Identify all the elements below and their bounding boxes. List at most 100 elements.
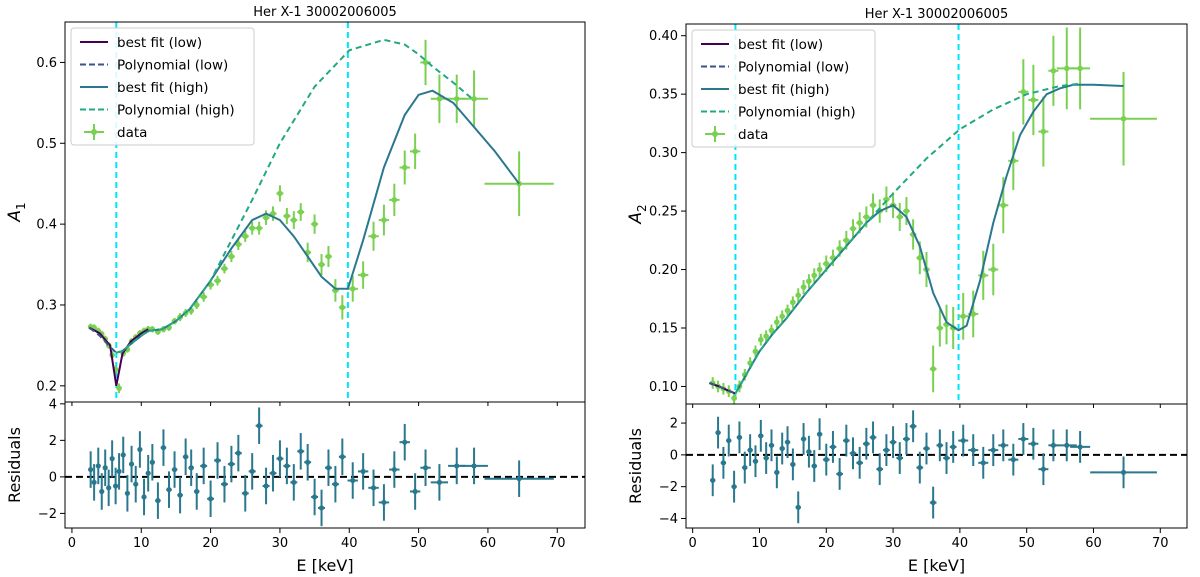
residual-point — [391, 466, 397, 473]
data-point — [381, 217, 387, 223]
residual-tick-label: −2 — [38, 507, 57, 522]
data-point — [1050, 67, 1057, 74]
residual-point — [990, 447, 996, 453]
data-point — [930, 366, 936, 372]
residual-point — [1040, 466, 1046, 472]
residual-point — [937, 442, 943, 448]
data-point — [990, 266, 997, 273]
residual-point — [291, 479, 297, 485]
data-point — [758, 336, 764, 343]
residual-point — [221, 481, 228, 487]
residual-point — [1077, 444, 1083, 450]
data-point — [784, 307, 791, 314]
x-tick-label: 60 — [1085, 536, 1102, 551]
residual-point — [91, 479, 97, 485]
y-tick-label: 0.4 — [36, 218, 57, 233]
data-point — [779, 313, 785, 320]
residual-point — [980, 460, 986, 466]
residual-point — [120, 452, 126, 458]
y-tick-label: 0.15 — [649, 322, 678, 337]
residual-point — [102, 465, 108, 471]
legend: best fit (low) Polynomial (low) best fit (… — [691, 29, 876, 148]
residual-point — [830, 444, 836, 450]
data-point — [325, 253, 332, 260]
data-point — [453, 96, 460, 102]
y-tick-label: 0.2 — [36, 379, 57, 394]
data-point — [731, 395, 737, 401]
upper-plot-area — [709, 27, 1157, 404]
data-point — [768, 327, 775, 334]
residual-point — [116, 468, 122, 474]
legend-label: Polynomial (low) — [738, 60, 849, 76]
data-point — [193, 302, 200, 308]
x-tick-label: 50 — [1018, 536, 1035, 551]
x-tick-label: 10 — [133, 536, 150, 551]
residual-tick-label: 2 — [49, 434, 57, 449]
residual-point — [857, 460, 863, 466]
residual-point — [160, 445, 167, 451]
x-tick-label: 50 — [410, 536, 427, 551]
residual-axes-frame — [685, 403, 1188, 529]
residual-plot-area — [686, 410, 1187, 524]
series-line-best-fit-low — [88, 326, 149, 386]
residual-point — [270, 470, 276, 476]
residual-point — [747, 447, 753, 453]
residual-point — [790, 461, 796, 468]
data-point — [249, 225, 255, 231]
residual-point — [516, 476, 522, 482]
residual-point — [910, 423, 916, 429]
residual-point — [183, 454, 189, 460]
residual-point — [137, 446, 143, 453]
data-point — [1077, 65, 1083, 72]
residual-point — [312, 494, 318, 500]
data-point — [256, 225, 262, 231]
residual-axis-label: Residuals — [5, 427, 24, 503]
residual-point — [960, 437, 966, 444]
residual-point — [208, 496, 214, 502]
data-point — [263, 214, 269, 221]
residual-point — [877, 466, 883, 472]
y-axis-label-subscript: 1 — [14, 202, 28, 210]
data-point — [228, 253, 235, 260]
data-point — [1063, 65, 1070, 72]
residual-point — [897, 455, 903, 461]
residual-point — [917, 464, 923, 471]
residual-point — [811, 463, 817, 469]
residual-point — [768, 442, 775, 448]
residual-point — [779, 445, 785, 452]
y-axis-label: A1 — [5, 202, 28, 222]
residual-point — [742, 464, 748, 471]
y-axis-label: A2 — [626, 204, 649, 224]
x-tick-label: 70 — [1152, 536, 1169, 551]
residual-point — [710, 477, 716, 483]
x-tick-label: 30 — [885, 536, 902, 551]
legend-label: Polynomial (low) — [117, 58, 228, 74]
data-point — [412, 148, 418, 155]
residual-point — [263, 483, 269, 489]
residual-point — [305, 459, 311, 465]
residual-tick-label: 0 — [670, 448, 678, 463]
data-point — [214, 277, 221, 284]
residual-point — [752, 458, 759, 464]
residual-point — [720, 460, 727, 466]
data-point — [806, 278, 812, 285]
series-line-polynomial-high — [734, 82, 1081, 394]
legend-label: Polynomial (high) — [738, 105, 856, 121]
residual-point — [256, 423, 262, 429]
residual-point — [795, 504, 801, 510]
data-point — [1040, 128, 1047, 135]
residual-point — [850, 450, 856, 456]
data-point — [752, 348, 759, 355]
legend: best fit (low) Polynomial (low) best fit (… — [70, 27, 255, 146]
residual-point — [381, 499, 387, 506]
residual-point — [823, 457, 829, 463]
y-tick-label: 0.20 — [649, 263, 678, 278]
residual-point — [843, 437, 849, 444]
residual-point — [339, 454, 345, 460]
residual-point — [325, 465, 332, 471]
residual-point — [1030, 441, 1036, 447]
residual-point — [784, 439, 791, 445]
legend-swatch-point — [91, 129, 97, 135]
